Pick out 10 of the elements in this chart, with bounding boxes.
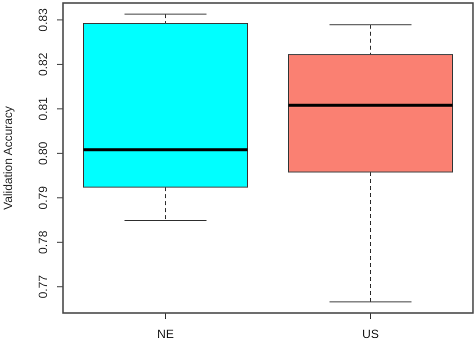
y-tick-label: 0.78 [36, 230, 50, 254]
y-tick-label: 0.77 [36, 274, 50, 298]
x-tick-label: NE [157, 327, 174, 341]
x-tick-label: US [362, 327, 379, 341]
y-tick-label: 0.83 [36, 8, 50, 32]
y-axis-title: Validation Accuracy [1, 106, 15, 210]
y-tick-label: 0.80 [36, 141, 50, 166]
y-tick-label: 0.82 [36, 52, 50, 76]
y-tick-label: 0.81 [36, 96, 50, 121]
y-tick-label: 0.79 [36, 186, 50, 210]
